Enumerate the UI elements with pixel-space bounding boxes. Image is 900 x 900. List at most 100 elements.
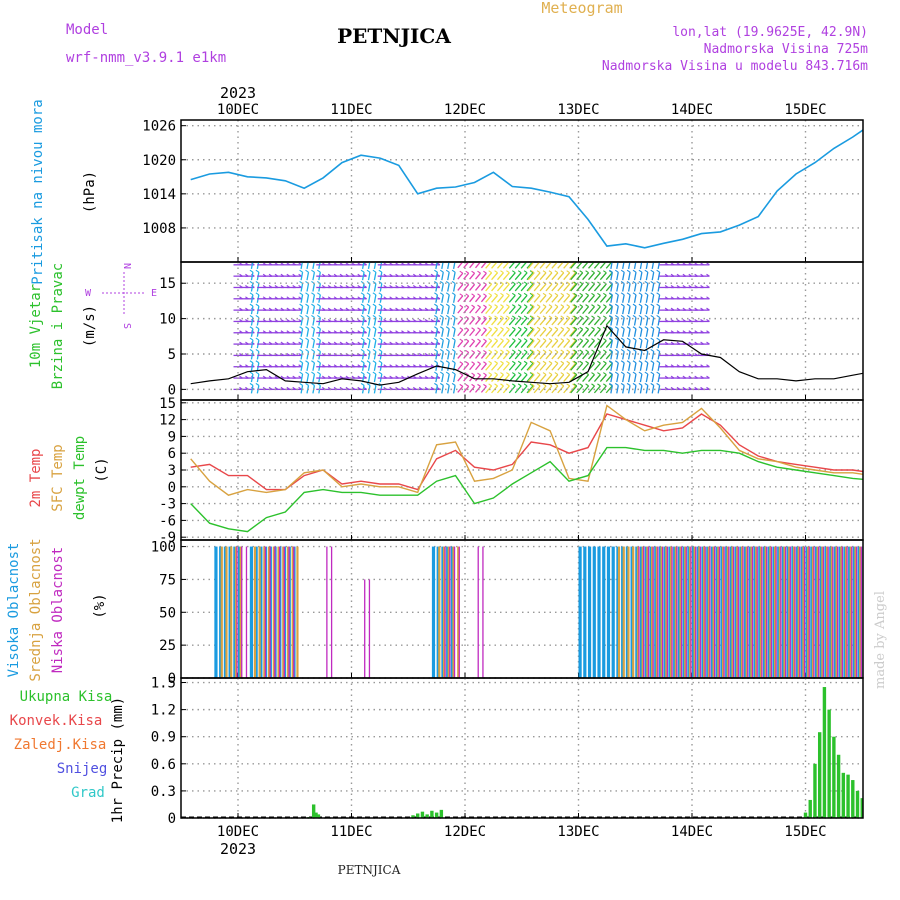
wind-barb (511, 338, 516, 342)
wind-arrow (480, 363, 487, 371)
wind-barb (626, 303, 631, 307)
wind-barb (451, 337, 456, 341)
wind-arrow (491, 362, 499, 371)
wind-arrow (485, 340, 493, 349)
wind-arrow (312, 272, 316, 281)
wind-barb (298, 285, 302, 288)
wind-barb (255, 269, 260, 273)
wind-arrow (639, 373, 643, 383)
wind-arrow (576, 362, 584, 371)
cloud-bar (442, 546, 446, 678)
precip-bar (870, 795, 873, 818)
clipped-layer (190, 129, 863, 249)
y-tick-label: 9 (168, 429, 176, 445)
cloud-bar (728, 546, 730, 678)
wind-barb (609, 382, 613, 386)
wind-arrow (533, 306, 541, 315)
wind-arrow (563, 374, 571, 382)
wind-arrow (373, 283, 377, 292)
wind-barb (603, 338, 607, 342)
wind-barb (644, 292, 649, 296)
wind-arrow (452, 339, 456, 349)
wind-arrow (576, 306, 584, 315)
wind-barb (597, 372, 601, 376)
wind-arrow (633, 351, 637, 360)
cloud-bar (747, 546, 749, 678)
wind-arrow (447, 294, 450, 303)
wind-barb (638, 281, 643, 284)
wind-arrow (533, 294, 541, 303)
wind-barb (591, 372, 595, 376)
wind-barb (626, 314, 631, 318)
wind-arrow (527, 306, 535, 315)
wind-arrow (569, 306, 577, 315)
wind-arrow (651, 373, 655, 383)
cloud-bar (241, 546, 243, 678)
wind-arrow (582, 294, 590, 303)
wind-arrow (480, 374, 487, 382)
wind-barb (500, 270, 504, 274)
wind-arrow (570, 272, 578, 281)
wind-arrow (514, 283, 522, 292)
wind-barb (256, 259, 259, 261)
wind-arrow (520, 362, 528, 371)
wind-arrow (533, 385, 541, 394)
wind-arrow (551, 306, 559, 315)
wind-barb (517, 281, 522, 285)
wind-barb (494, 281, 498, 285)
wind-arrow (452, 351, 456, 360)
wind-arrow (520, 351, 528, 360)
wind-barb (591, 292, 595, 296)
precipitation-panel: 0 0.3 0.6 0.9 1.2 1.5 (151, 676, 873, 827)
cloud-bar (832, 546, 834, 678)
wind-barb (597, 349, 601, 353)
wind-barb (250, 259, 253, 261)
y-tick-label: 1.2 (151, 703, 176, 719)
wind-arrow (441, 373, 444, 383)
wind-arrow (657, 283, 661, 292)
wind-arrow (633, 385, 637, 394)
cloud-bar (288, 546, 290, 678)
wind-barb (644, 303, 649, 307)
wind-arrow (508, 283, 516, 292)
wind-barb (249, 348, 254, 352)
wind-barb (632, 269, 637, 273)
wind-barb (439, 360, 444, 364)
wind-arrow (435, 283, 439, 292)
wind-arrow (469, 272, 476, 280)
wind-barb (626, 382, 631, 386)
wind-barb (579, 360, 583, 364)
wind-barb (554, 349, 559, 353)
wind-barb (439, 382, 444, 386)
cloud-bar (685, 546, 687, 678)
wind-arrow (633, 362, 637, 371)
wind-arrow (569, 340, 577, 349)
cloud-bar (277, 546, 280, 678)
wind-arrow (527, 294, 535, 303)
wind-barb (317, 326, 321, 330)
cloud-bar (802, 546, 805, 678)
wind-barb (554, 372, 559, 376)
wind-barb (626, 360, 631, 364)
wind-barb (366, 326, 371, 330)
wind-arrow (485, 328, 493, 337)
wind-barb (317, 337, 321, 341)
cloud-bar (736, 546, 739, 678)
wind-barb (536, 360, 541, 364)
y-tick-label: 12 (159, 413, 176, 429)
wind-barb (566, 292, 570, 296)
cloud-bar (707, 546, 710, 678)
wind-arrow (569, 351, 577, 360)
wind-arrow (447, 317, 450, 326)
wind-barb (452, 259, 455, 261)
mid-cloud-label: Srednja Oblacnost (28, 538, 44, 681)
wind-barb (477, 293, 481, 297)
wind-barb (439, 281, 444, 284)
y-tick-label: 15 (159, 396, 176, 412)
wind-barb (378, 326, 383, 330)
wind-barb (477, 361, 481, 365)
wind-barb (579, 270, 583, 274)
wind-barb (494, 315, 498, 319)
wind-barb (536, 304, 541, 308)
wind-arrow (633, 317, 637, 326)
